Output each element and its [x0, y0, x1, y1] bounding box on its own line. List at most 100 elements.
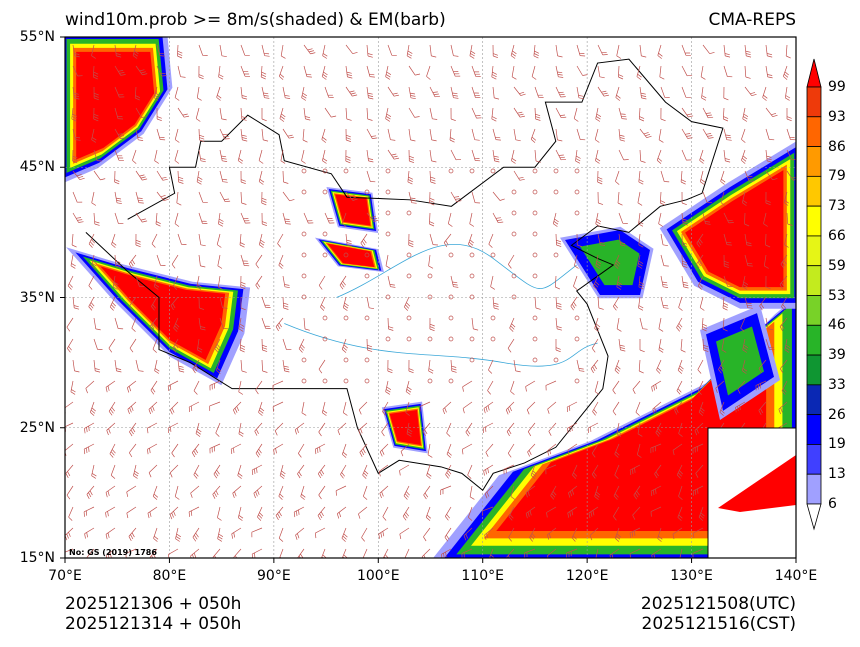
country-borders — [85, 58, 724, 492]
wind-barb — [450, 191, 462, 202]
wind-barb — [177, 44, 183, 59]
wind-barb — [387, 359, 393, 374]
wind-barb — [676, 317, 683, 332]
wind-barb — [629, 527, 641, 538]
wind-barb — [530, 128, 537, 143]
wind-barb — [492, 44, 499, 59]
wind-barb — [676, 464, 683, 479]
wind-barb — [597, 86, 609, 97]
wind-barb — [217, 254, 223, 269]
wind-barb — [573, 275, 578, 290]
wind-barb — [652, 401, 662, 415]
wind-barb — [408, 191, 417, 204]
wind-barb — [261, 108, 267, 122]
wind-barb — [366, 128, 378, 139]
wind-barb — [192, 359, 200, 374]
wind-barb — [763, 254, 769, 269]
wind-barb — [660, 275, 669, 288]
wind-barb — [257, 506, 264, 521]
wind-barb — [66, 485, 74, 500]
wind-barb — [93, 317, 101, 331]
wind-barb — [219, 107, 227, 121]
calm-circle — [574, 189, 580, 195]
colorbar-label: 33 — [828, 376, 846, 393]
wind-barb — [510, 485, 516, 500]
wind-barb — [366, 212, 379, 222]
wind-barb — [402, 506, 410, 521]
wind-barb — [132, 149, 137, 164]
calm-circle — [322, 336, 328, 342]
wind-barb — [212, 548, 221, 558]
wind-barb — [758, 401, 767, 415]
wind-barb — [217, 527, 224, 542]
wind-barb — [483, 464, 494, 476]
inset-shading — [718, 455, 796, 512]
wind-barb — [198, 128, 205, 142]
wind-barb — [273, 443, 284, 455]
wind-barb — [358, 422, 368, 436]
wind-barb — [449, 128, 455, 143]
wind-barb — [279, 107, 286, 122]
wind-barb — [93, 86, 99, 101]
wind-barb — [109, 296, 116, 311]
wind-barb — [469, 485, 475, 500]
wind-barb — [218, 65, 224, 80]
wind-barb — [546, 506, 557, 518]
wind-barb — [595, 107, 602, 122]
wind-barb — [655, 422, 662, 437]
wind-barb — [700, 65, 706, 80]
wind-barb — [678, 296, 683, 311]
wind-barb — [614, 443, 620, 458]
colorbar-label: 86 — [828, 138, 846, 155]
graticule — [65, 37, 796, 558]
colorbar-bin — [806, 324, 822, 356]
map-approval-note: No: GS (2019) 1786 — [69, 548, 157, 557]
model-name: CMA-REPS — [708, 10, 796, 30]
probability-shading — [65, 37, 796, 558]
wind-barb — [677, 506, 683, 521]
wind-barb — [275, 317, 284, 332]
wind-barb — [339, 275, 347, 290]
wind-barb — [93, 338, 103, 350]
wind-barb — [362, 485, 368, 500]
wind-barb — [255, 254, 263, 269]
river — [284, 323, 598, 367]
wind-barb — [114, 317, 124, 330]
wind-barb — [471, 128, 480, 141]
wind-barb — [547, 443, 557, 456]
wind-barb — [341, 338, 348, 353]
wind-barb — [341, 527, 348, 542]
wind-barb — [681, 275, 689, 289]
lat-label: 25°N — [19, 419, 55, 436]
wind-barb — [282, 275, 290, 289]
wind-barb — [616, 422, 622, 437]
wind-barb — [513, 170, 525, 181]
wind-barb — [405, 401, 410, 416]
wind-barb — [170, 296, 179, 310]
wind-barb — [301, 86, 307, 101]
wind-barb — [715, 380, 725, 394]
wind-barb — [612, 380, 620, 395]
wind-barb — [595, 212, 602, 227]
wind-barb — [108, 338, 116, 353]
wind-barb — [274, 422, 284, 436]
colorbar-label: 53 — [828, 287, 846, 304]
wind-barb — [741, 359, 748, 374]
wind-barb — [744, 233, 752, 247]
wind-barb — [488, 233, 494, 248]
wind-barb — [278, 527, 284, 542]
wind-barb — [723, 275, 733, 287]
calm-circle — [301, 252, 307, 258]
wind-barb — [742, 275, 749, 290]
wind-barb — [400, 443, 410, 457]
wind-barb — [91, 191, 97, 206]
wind-barb — [177, 170, 184, 184]
wind-barb — [681, 149, 692, 161]
wind-barb — [156, 170, 168, 181]
wind-barb — [471, 191, 481, 204]
wind-barb — [216, 86, 222, 101]
wind-barb — [597, 170, 603, 185]
prob-area — [496, 329, 767, 531]
wind-barb — [654, 464, 662, 479]
wind-barb — [680, 338, 686, 353]
